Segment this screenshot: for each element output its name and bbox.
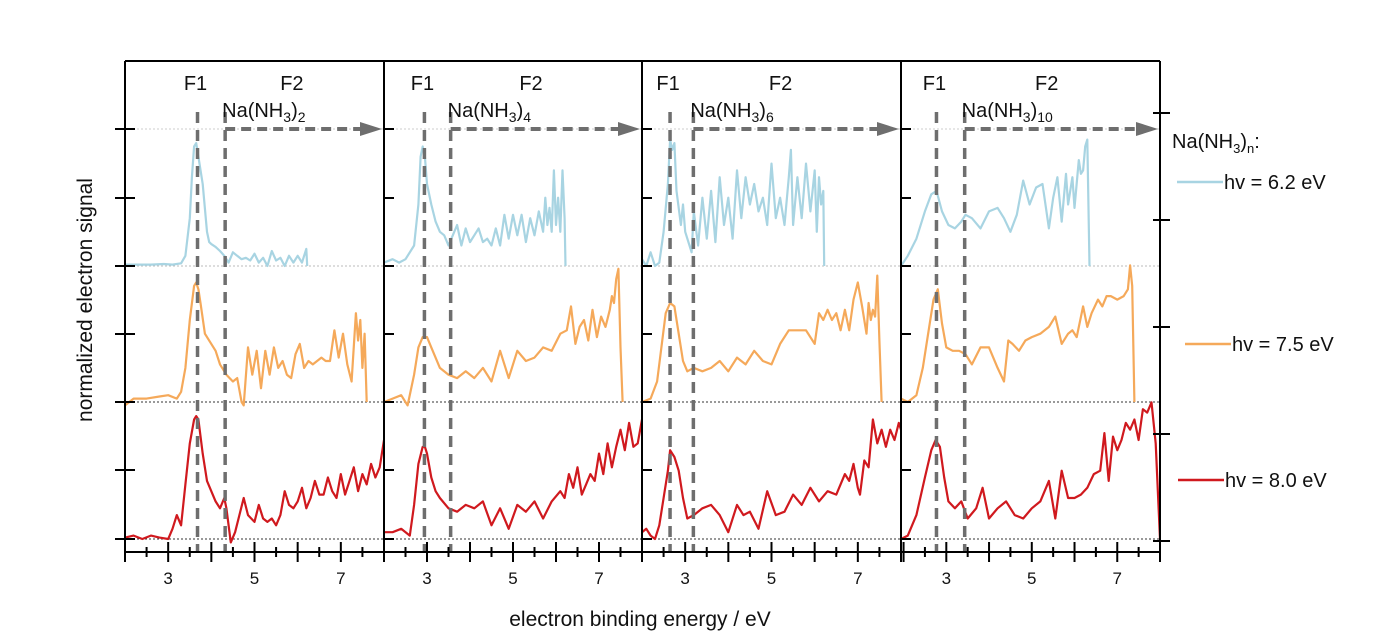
legend-title: Na(NH3)n: [1172, 131, 1260, 156]
curves [901, 138, 1160, 540]
x-tick-label: 3 [680, 569, 689, 588]
series-line-80 [125, 415, 384, 544]
cluster-label-subscript: 6 [766, 109, 774, 125]
cluster-label: Na(NH3)10 [962, 100, 1053, 125]
cluster-label-paren: ) [517, 100, 524, 122]
legend-title-paren: ) [1240, 131, 1247, 153]
legend-title-colon: : [1254, 131, 1260, 153]
cluster-label-base: Na(NH [962, 100, 1023, 122]
series-line-75 [384, 267, 624, 407]
series-line-80 [642, 418, 901, 541]
cluster-label-base: Na(NH [222, 100, 283, 122]
f1-label: F1 [923, 73, 946, 95]
f2-range-arrowhead [877, 122, 899, 136]
x-tick-label: 7 [594, 569, 603, 588]
cluster-label-base: Na(NH [448, 100, 509, 122]
f1-label: F1 [184, 73, 207, 95]
f2-label: F2 [519, 73, 542, 95]
x-tick-label: 7 [853, 569, 862, 588]
legend-title-base: Na(NH [1172, 131, 1233, 153]
x-tick-label: 3 [163, 569, 172, 588]
cluster-label: Na(NH3)6 [690, 100, 774, 125]
series-line-62 [384, 145, 567, 267]
axes-frame [125, 61, 1170, 553]
series-line-80 [384, 419, 642, 537]
legend-label: hv = 7.5 eV [1232, 334, 1334, 356]
series-line-75 [125, 281, 368, 407]
cluster-label-subscript: 3 [1023, 109, 1031, 125]
series-line-80 [901, 401, 1160, 540]
f2-label: F2 [280, 73, 303, 95]
x-tick-label: 5 [1027, 569, 1036, 588]
x-axis-label: electron binding energy / eV [509, 608, 771, 631]
series-line-75 [901, 264, 1136, 404]
cluster-label-base: Na(NH [690, 100, 751, 122]
cluster-label-subscript: 3 [751, 109, 759, 125]
y-axis-label: normalized electron signal [74, 178, 97, 422]
x-tick-label: 7 [336, 569, 345, 588]
curves [642, 138, 901, 541]
legend-item: hv = 8.0 eV [1178, 470, 1327, 492]
legend-item: hv = 7.5 eV [1185, 334, 1334, 356]
curves [125, 142, 384, 544]
x-tick-label: 5 [767, 569, 776, 588]
legend-item: hv = 6.2 eV [1177, 172, 1326, 194]
legend-title-subscript: n [1247, 141, 1254, 156]
legend-title-subscript: 3 [1233, 141, 1240, 156]
series-line-62 [642, 138, 826, 268]
series-line-75 [642, 274, 883, 404]
series-line-62 [901, 138, 1091, 267]
x-tick-label: 7 [1113, 569, 1122, 588]
cluster-label-paren: ) [759, 100, 766, 122]
cluster-label-subscript: 3 [509, 109, 517, 125]
cluster-label-paren: ) [291, 100, 298, 122]
f2-range-arrowhead [360, 122, 382, 136]
x-tick-label: 5 [250, 569, 259, 588]
f2-range-arrowhead [618, 122, 640, 136]
cluster-label-subscript: 2 [298, 109, 306, 125]
f1-label: F1 [656, 73, 679, 95]
f2-label: F2 [1035, 73, 1058, 95]
legend: Na(NH3)n: hv = 6.2 eV hv = 7.5 eV hv = 8.0 … [1172, 131, 1334, 492]
cluster-label-subscript: 3 [283, 109, 291, 125]
x-tick-label: 5 [508, 569, 517, 588]
f2-label: F2 [769, 73, 792, 95]
f1-label: F1 [411, 73, 434, 95]
series-line-62 [125, 142, 309, 268]
cluster-label-paren: ) [1031, 100, 1038, 122]
f2-range-arrowhead [1136, 122, 1158, 136]
cluster-label-subscript: 10 [1037, 109, 1053, 125]
x-tick-label: 3 [422, 569, 431, 588]
x-tick-label: 3 [942, 569, 951, 588]
legend-label: hv = 6.2 eV [1224, 172, 1326, 194]
cluster-label: Na(NH3)4 [448, 100, 532, 125]
cluster-label-subscript: 4 [523, 109, 531, 125]
legend-label: hv = 8.0 eV [1225, 470, 1327, 492]
cluster-label: Na(NH3)2 [222, 100, 306, 125]
